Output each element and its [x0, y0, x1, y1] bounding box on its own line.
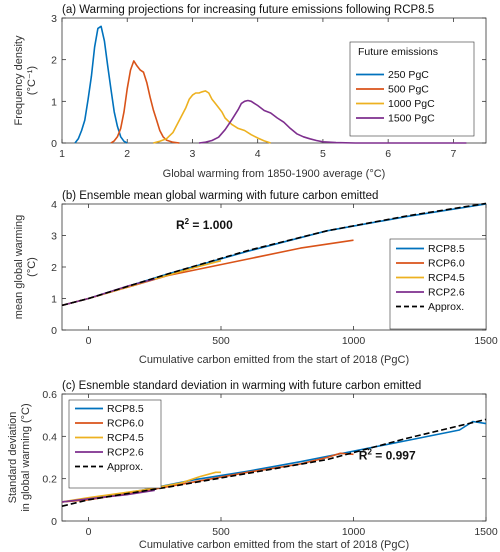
r-squared-value: = 0.997 — [372, 449, 416, 463]
r-squared-annotation: R2 = 0.997 — [359, 448, 416, 463]
chart-panel-1: (b) Ensemble mean global warming with fu… — [13, 190, 498, 366]
y-axis-label: Frequency density(°C⁻¹) — [13, 35, 38, 125]
y-axis-label-line: in global warming (°C) — [20, 403, 32, 511]
x-axis-label: Cumulative carbon emitted from the start… — [139, 539, 409, 551]
x-tick-label: 0 — [86, 526, 92, 538]
legend-label: RCP8.5 — [428, 243, 465, 255]
chart-panel-0: (a) Warming projections for increasing f… — [13, 4, 487, 180]
x-tick-label: 6 — [385, 148, 391, 160]
legend: RCP8.5 RCP6.0 RCP4.5 RCP2.6 Approx. — [389, 238, 487, 330]
x-tick-label: 500 — [212, 335, 230, 347]
legend: RCP8.5 RCP6.0 RCP4.5 RCP2.6 Approx. — [68, 399, 162, 489]
y-axis-label-line: (°C⁻¹) — [26, 66, 38, 95]
r-squared-annotation: R2 = 1.000 — [176, 217, 233, 232]
series-line-1500-pgc — [198, 99, 467, 144]
chart-title: (b) Ensemble mean global warming with fu… — [62, 190, 378, 202]
y-tick-label: 0.6 — [42, 389, 57, 401]
series-line-approx- — [61, 202, 487, 307]
y-tick-label: 0 — [51, 325, 57, 337]
r-squared-value: = 1.000 — [189, 218, 233, 232]
chart-title: (c) Esnemble standard deviation in warmi… — [62, 380, 421, 392]
y-tick-label: 0.4 — [42, 431, 57, 443]
y-axis-label: mean global warming(°C) — [13, 215, 38, 320]
series-line-500-pgc — [110, 60, 180, 144]
y-tick-label: 1 — [51, 294, 57, 306]
y-axis-label-line: (°C) — [26, 257, 38, 277]
series-line-rcp4-5 — [61, 471, 221, 503]
y-tick-label: 0 — [51, 138, 57, 150]
chart-title: (a) Warming projections for increasing f… — [62, 4, 434, 16]
r-squared-superscript: 2 — [185, 217, 190, 226]
y-axis-label: Standard deviationin global warming (°C) — [7, 403, 32, 511]
legend-label: RCP4.5 — [107, 432, 144, 444]
legend-box — [389, 238, 487, 330]
legend-label: RCP6.0 — [428, 258, 465, 270]
x-tick-label: 0 — [86, 335, 92, 347]
series-line-rcp6-0 — [61, 239, 354, 307]
x-tick-label: 1000 — [342, 526, 366, 538]
y-axis-label-line: Frequency density — [13, 35, 25, 125]
x-tick-label: 2 — [124, 148, 130, 160]
plot-area — [61, 17, 487, 144]
legend-box — [68, 399, 162, 489]
r-squared-label: R — [176, 218, 185, 232]
y-tick-label: 4 — [51, 199, 57, 211]
x-axis-label: Cumulative carbon emitted from the start… — [139, 354, 409, 366]
legend-label: Approx. — [107, 461, 143, 473]
legend-label: Approx. — [428, 301, 464, 313]
legend-label: RCP6.0 — [107, 418, 144, 430]
r-squared-label: R — [359, 449, 368, 463]
x-tick-label: 500 — [212, 526, 230, 538]
x-tick-label: 3 — [190, 148, 196, 160]
x-tick-label: 1000 — [342, 335, 366, 347]
legend-label: 1500 PgC — [388, 113, 435, 125]
x-tick-label: 7 — [450, 148, 456, 160]
y-tick-label: 0 — [51, 516, 57, 528]
x-tick-label: 4 — [255, 148, 261, 160]
legend-label: RCP2.6 — [428, 287, 465, 299]
y-tick-label: 3 — [51, 13, 57, 25]
y-tick-label: 2 — [51, 55, 57, 67]
x-tick-label: 1500 — [474, 526, 498, 538]
legend: Future emissions 250 PgC 500 PgC 1000 PgC 15… — [349, 41, 475, 137]
legend-label: 250 PgC — [388, 69, 429, 81]
r-squared-superscript: 2 — [367, 448, 372, 457]
legend-label: 500 PgC — [388, 84, 429, 96]
series-line-250-pgc — [74, 25, 128, 144]
y-axis-label-line: mean global warming — [13, 215, 25, 320]
series-line-approx- — [61, 418, 487, 507]
series-line-1000-pgc — [153, 90, 271, 144]
plot-area — [61, 393, 487, 522]
legend-label: RCP8.5 — [107, 403, 144, 415]
y-axis-label-line: Standard deviation — [7, 412, 19, 504]
x-axis-label: Global warming from 1850-1900 average (°… — [163, 168, 386, 180]
legend-label: 1000 PgC — [388, 98, 435, 110]
legend-label: RCP2.6 — [107, 447, 144, 459]
y-tick-label: 0.2 — [42, 474, 57, 486]
chart-panel-2: (c) Esnemble standard deviation in warmi… — [7, 380, 498, 551]
legend-title: Future emissions — [358, 46, 438, 58]
x-tick-label: 1 — [59, 148, 65, 160]
y-tick-label: 2 — [51, 262, 57, 274]
y-tick-label: 1 — [51, 96, 57, 108]
legend-label: RCP4.5 — [428, 272, 465, 284]
x-tick-label: 5 — [320, 148, 326, 160]
x-tick-label: 1500 — [474, 335, 498, 347]
y-tick-label: 3 — [51, 231, 57, 243]
